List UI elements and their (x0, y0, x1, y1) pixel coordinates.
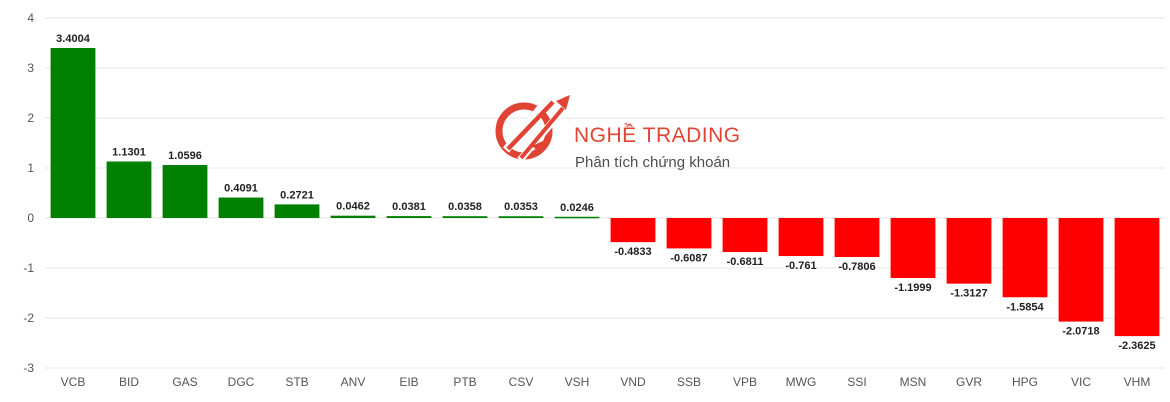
y-axis: 4 3 2 1 0 -1 -2 -3 (23, 11, 34, 375)
y-tick-label: 4 (27, 11, 34, 25)
bar-vic (1058, 218, 1104, 322)
data-label: -0.6811 (727, 256, 764, 268)
bar-gas (162, 165, 208, 218)
data-label: 0.4091 (224, 183, 258, 195)
x-tick-label: VND (620, 375, 646, 389)
bar-vnd (610, 218, 656, 243)
bar-eib (386, 216, 432, 218)
x-tick-label: PTB (453, 375, 476, 389)
bar-ptb (442, 216, 488, 218)
y-tick-label: 3 (27, 61, 34, 75)
x-tick-label: VHM (1124, 375, 1151, 389)
x-tick-label: HPG (1012, 375, 1038, 389)
x-tick-label: GAS (172, 375, 197, 389)
data-label: -1.5854 (1006, 301, 1044, 313)
data-label: -2.0718 (1062, 326, 1099, 338)
bar-ssi (834, 218, 880, 258)
data-label: -0.6087 (670, 252, 707, 264)
bar-gvr (946, 218, 992, 284)
y-tick-label: 1 (27, 161, 34, 175)
x-tick-label: STB (285, 375, 308, 389)
x-tick-label: GVR (956, 375, 982, 389)
brand-logo-icon (495, 95, 570, 163)
watermark: NGHỀ TRADING Phân tích chứng khoán (495, 95, 741, 171)
data-labels: 3.4004 1.1301 1.0596 0.4091 0.2721 0.0462 0.03… (56, 33, 1155, 352)
data-label: 3.4004 (56, 33, 91, 45)
data-label: -2.3625 (1118, 340, 1155, 352)
y-tick-label: -3 (23, 361, 34, 375)
y-tick-label: -2 (23, 311, 34, 325)
x-tick-label: VCB (61, 375, 86, 389)
x-tick-label: VSH (565, 375, 590, 389)
x-tick-label: BID (119, 375, 139, 389)
bar-vpb (722, 218, 768, 253)
bar-msn (890, 218, 936, 278)
bar-stb (274, 204, 320, 218)
x-tick-label: ANV (341, 375, 366, 389)
bar-mwg (778, 218, 824, 257)
x-tick-label: SSB (677, 375, 701, 389)
data-label: -1.1999 (894, 282, 931, 294)
x-axis: VCB BID GAS DGC STB ANV EIB PTB CSV VSH VND SSB VPB M… (61, 375, 1151, 389)
x-tick-label: DGC (228, 375, 255, 389)
grid-lines (45, 17, 1165, 369)
x-tick-label: MSN (900, 375, 927, 389)
bar-bid (106, 161, 152, 218)
x-tick-label: VPB (733, 375, 757, 389)
x-tick-label: MWG (786, 375, 817, 389)
bar-csv (498, 216, 544, 218)
data-label: -0.761 (785, 260, 816, 272)
bar-anv (330, 215, 376, 218)
data-label: 0.0353 (504, 201, 538, 213)
bar-dgc (218, 197, 264, 218)
data-label: -0.4833 (614, 246, 651, 258)
data-label: 0.0246 (560, 202, 594, 214)
x-tick-label: VIC (1071, 375, 1091, 389)
bar-vsh (554, 216, 600, 219)
x-tick-label: EIB (399, 375, 418, 389)
x-tick-label: SSI (847, 375, 866, 389)
data-label: 0.0381 (392, 201, 426, 213)
brand-tagline: Phân tích chứng khoán (575, 154, 730, 171)
data-label: 1.0596 (168, 150, 202, 162)
x-tick-label: CSV (509, 375, 534, 389)
data-label: 0.0358 (448, 201, 482, 213)
y-tick-label: 0 (27, 211, 34, 225)
data-label: 0.2721 (280, 189, 314, 201)
data-label: -0.7806 (838, 261, 875, 273)
data-label: 1.1301 (112, 146, 146, 158)
bar-hpg (1002, 218, 1048, 298)
y-tick-label: -1 (23, 261, 34, 275)
bar-ssb (666, 218, 712, 249)
y-tick-label: 2 (27, 111, 34, 125)
bar-vcb (50, 47, 96, 219)
data-label: 0.0462 (336, 201, 370, 213)
data-label: -1.3127 (950, 288, 987, 300)
bars (50, 47, 1160, 337)
bar-vhm (1114, 218, 1160, 337)
brand-name: NGHỀ TRADING (574, 124, 741, 147)
